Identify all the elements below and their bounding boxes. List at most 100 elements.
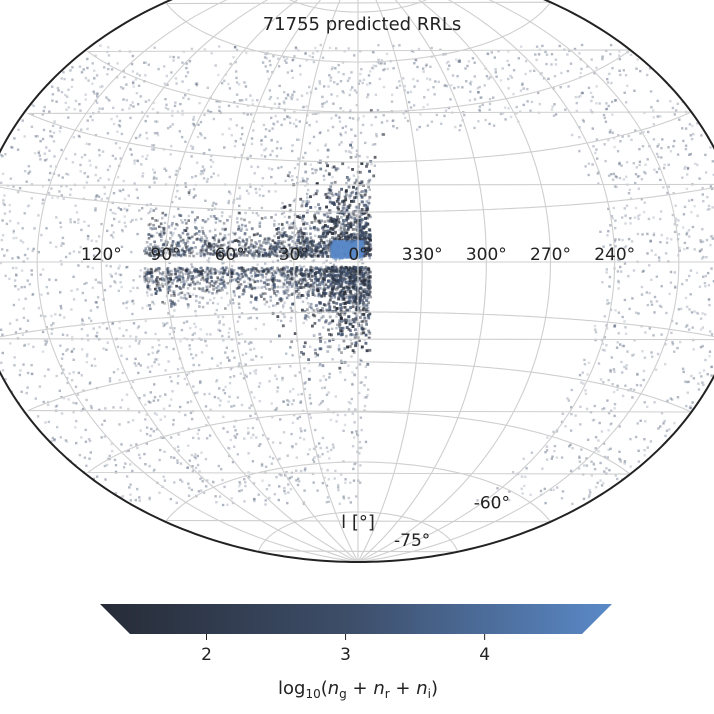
density-pixel [355, 316, 358, 319]
density-pixel [690, 211, 693, 214]
density-pixel [354, 296, 358, 300]
density-pixel [596, 481, 599, 484]
density-pixel [67, 88, 70, 91]
density-pixel [136, 159, 139, 163]
density-pixel [58, 190, 61, 193]
density-pixel [117, 267, 120, 270]
density-pixel [622, 344, 626, 348]
density-pixel [194, 466, 198, 470]
density-pixel [222, 323, 225, 326]
density-pixel [290, 283, 294, 287]
density-pixel [197, 490, 201, 493]
density-pixel [144, 463, 147, 466]
density-pixel [251, 103, 254, 106]
density-pixel [253, 370, 256, 373]
density-pixel [168, 175, 171, 179]
density-pixel [663, 419, 666, 423]
density-pixel [218, 45, 221, 48]
density-pixel [31, 372, 34, 376]
density-pixel [701, 186, 704, 190]
density-pixel [276, 458, 280, 461]
density-pixel [701, 381, 704, 384]
density-pixel [342, 199, 346, 203]
density-pixel [335, 307, 339, 310]
density-pixel [332, 293, 336, 297]
density-pixel [308, 224, 311, 228]
density-pixel [177, 293, 180, 296]
density-pixel [564, 108, 567, 111]
density-pixel [325, 265, 328, 268]
density-pixel [302, 352, 305, 356]
density-pixel [106, 197, 109, 200]
density-pixel [136, 487, 139, 491]
density-pixel [360, 195, 364, 199]
density-pixel [361, 190, 365, 193]
density-pixel [540, 71, 543, 75]
density-pixel [246, 113, 249, 116]
density-pixel [339, 314, 343, 317]
density-pixel [594, 486, 598, 489]
density-pixel [349, 338, 352, 342]
density-pixel [355, 103, 358, 107]
density-pixel [147, 233, 151, 236]
density-pixel [103, 66, 106, 69]
density-pixel [578, 52, 581, 55]
density-pixel [226, 430, 229, 434]
density-pixel [132, 105, 135, 108]
density-pixel [328, 218, 332, 222]
density-pixel [530, 451, 534, 454]
density-pixel [674, 285, 677, 288]
density-pixel [267, 167, 271, 170]
density-pixel [62, 71, 65, 74]
density-pixel [318, 161, 322, 164]
density-pixel [291, 144, 294, 147]
density-pixel [367, 185, 370, 189]
density-pixel [407, 101, 411, 104]
density-pixel [291, 175, 294, 178]
density-pixel [352, 174, 356, 177]
density-pixel [354, 308, 358, 311]
density-pixel [43, 159, 47, 162]
density-pixel [162, 324, 165, 328]
density-pixel [625, 101, 628, 104]
density-pixel [669, 281, 673, 284]
density-pixel [478, 108, 481, 112]
density-pixel [251, 460, 255, 463]
density-pixel [215, 253, 219, 256]
density-pixel [257, 270, 261, 273]
density-pixel [445, 61, 449, 65]
density-pixel [319, 235, 323, 239]
density-pixel [105, 264, 108, 267]
density-pixel [687, 380, 690, 383]
density-pixel [149, 391, 152, 394]
density-pixel [342, 234, 345, 238]
density-pixel [294, 257, 298, 260]
density-pixel [172, 232, 175, 235]
density-pixel [200, 134, 203, 137]
density-pixel [559, 86, 562, 89]
density-pixel [360, 180, 364, 184]
density-pixel [309, 302, 313, 306]
density-pixel [12, 185, 15, 188]
density-pixel [593, 324, 597, 328]
density-pixel [310, 221, 314, 224]
density-pixel [691, 124, 694, 128]
density-pixel [65, 349, 68, 352]
density-pixel [351, 296, 355, 300]
density-pixel [122, 179, 125, 183]
density-pixel [346, 294, 349, 297]
density-pixel [343, 229, 347, 233]
density-pixel [210, 208, 214, 211]
density-pixel [66, 348, 69, 351]
density-pixel [318, 209, 322, 213]
density-pixel [320, 239, 323, 243]
density-pixel [359, 286, 363, 290]
density-pixel [632, 388, 636, 392]
density-pixel [321, 453, 324, 456]
density-pixel [4, 378, 7, 381]
density-pixel [359, 305, 362, 308]
density-pixel [191, 417, 194, 421]
density-pixel [328, 188, 332, 192]
density-pixel [294, 118, 298, 121]
density-pixel [329, 284, 333, 288]
